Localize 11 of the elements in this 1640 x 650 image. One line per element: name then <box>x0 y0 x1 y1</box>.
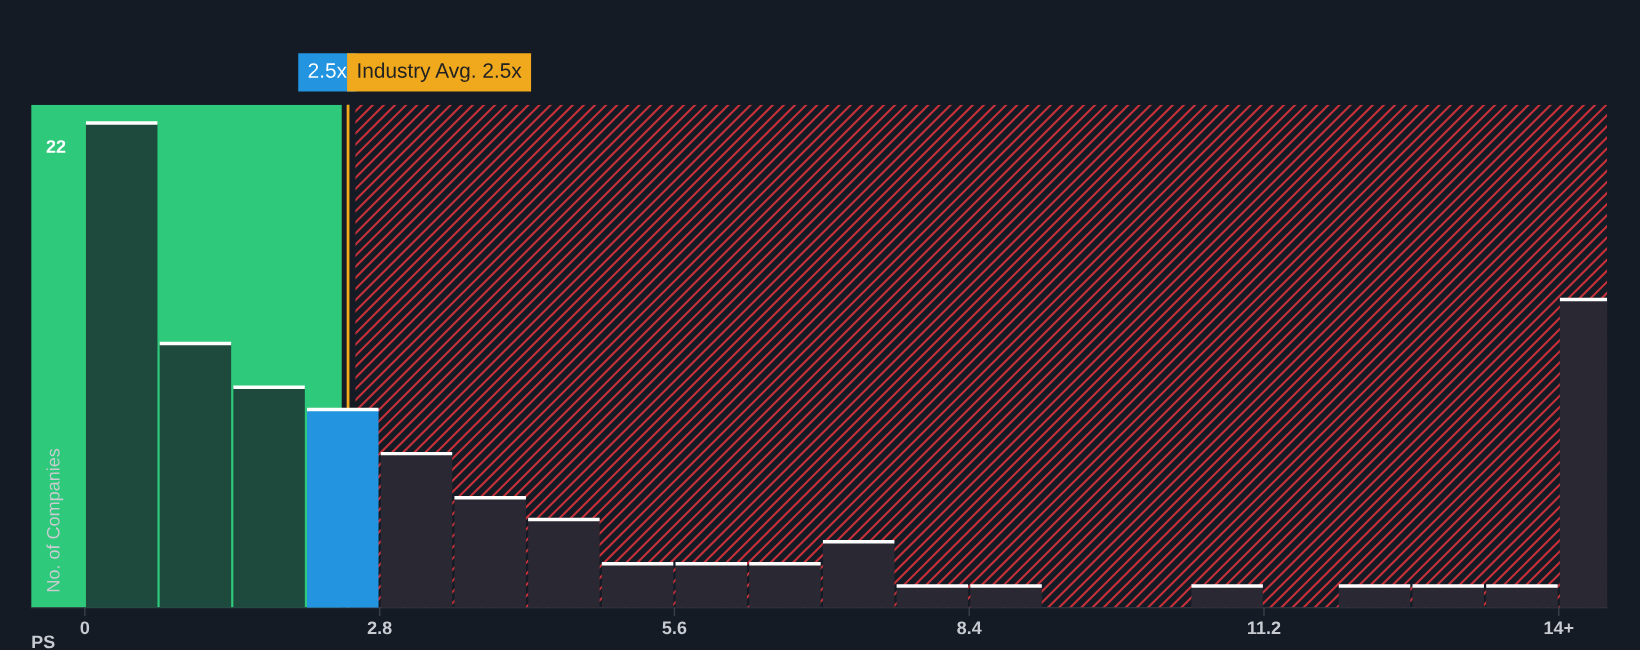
ref-line-label: Industry Avg. 2.5x <box>358 62 522 83</box>
x-tick-label: 14+ <box>1544 621 1574 635</box>
annotation: 22 <box>46 140 66 153</box>
x-tick-label: 2.8 <box>367 621 392 635</box>
x-tick-label: 5.6 <box>662 621 687 635</box>
x-tick-label: 11.2 <box>1248 621 1281 635</box>
x-axis-title: PS <box>32 635 55 649</box>
band-label: 2.5x <box>308 63 347 78</box>
x-tick-label: 8.4 <box>957 621 982 635</box>
x-tick-label: 0 <box>80 621 90 635</box>
y-axis-title: No. of Companies <box>46 448 64 592</box>
